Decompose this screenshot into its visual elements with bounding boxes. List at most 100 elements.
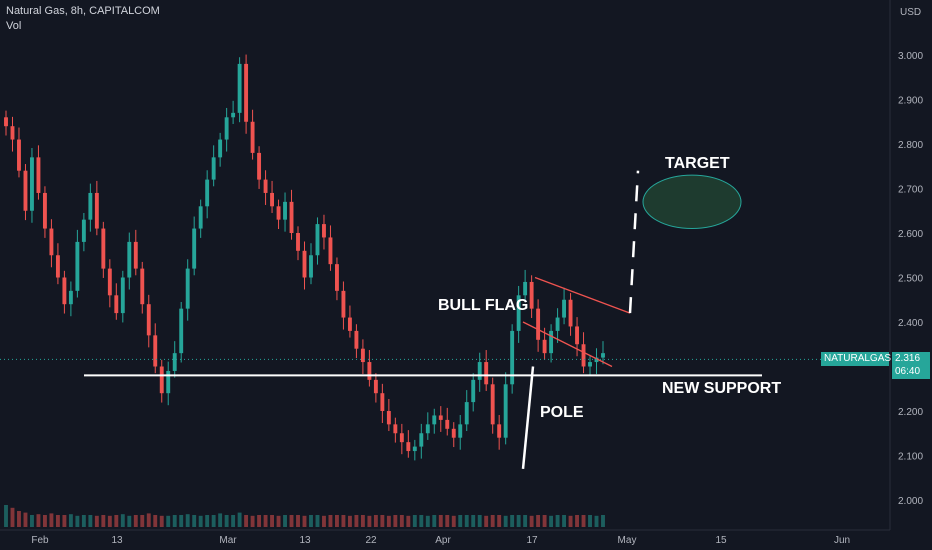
candle-body	[283, 201, 287, 220]
candle-body	[562, 299, 567, 318]
candle-body	[555, 317, 560, 331]
volume-bar	[477, 515, 482, 527]
volume-bar	[172, 515, 177, 527]
candle-body	[354, 330, 359, 349]
candle-body	[107, 268, 112, 296]
candle-body	[360, 348, 365, 363]
time-tick-label: Feb	[31, 535, 49, 546]
candle-body	[75, 241, 80, 291]
time-tick-label: Mar	[219, 535, 237, 546]
volume-bar	[283, 515, 287, 527]
volume-bar	[471, 515, 476, 527]
candle-body	[581, 344, 586, 367]
candle-body	[159, 366, 164, 394]
candle-body	[406, 442, 411, 452]
volume-bar	[23, 512, 28, 527]
pole-line	[521, 366, 535, 469]
candle-body	[237, 63, 242, 113]
time-tick-label: May	[618, 535, 637, 546]
candle-body	[380, 393, 385, 411]
volume-bar	[62, 515, 67, 527]
volume-bar	[594, 515, 599, 527]
candle-body	[296, 233, 300, 251]
candle-body	[23, 170, 28, 211]
volume-bar	[244, 515, 249, 527]
volume-bar	[68, 514, 73, 527]
annotation-bull-flag: BULL FLAG	[438, 297, 528, 314]
candle-body	[412, 446, 417, 452]
candle-body	[172, 353, 177, 371]
candle-body	[166, 370, 171, 394]
price-tick-label: 2.700	[898, 185, 923, 196]
candle-body	[503, 384, 508, 438]
candle-body	[386, 411, 391, 425]
volume-bar	[218, 513, 223, 527]
candle-body	[471, 379, 476, 403]
candle-body	[334, 264, 339, 291]
volume-bar	[503, 515, 508, 527]
candle-body	[231, 112, 236, 118]
volume-bar	[315, 515, 320, 527]
volume-bar	[568, 515, 573, 527]
annotation-pole: POLE	[540, 404, 584, 421]
volume-bar	[153, 515, 158, 527]
volume-bar	[529, 515, 534, 527]
volume-bar	[159, 515, 164, 527]
volume-bar	[425, 515, 430, 527]
candle-body	[211, 157, 216, 180]
price-tick-label: 2.200	[898, 407, 923, 418]
candle-body	[315, 224, 320, 256]
volume-bar	[114, 515, 119, 527]
volume-bar	[270, 515, 275, 527]
volume-bar	[146, 513, 151, 527]
volume-bar	[101, 515, 106, 527]
volume-bar	[484, 515, 489, 527]
volume-bar	[354, 515, 359, 527]
volume-bar	[88, 515, 93, 527]
candle-body	[341, 290, 346, 318]
candle-body	[510, 330, 515, 385]
volume-bar	[17, 511, 21, 527]
bar-countdown-label: 06:40	[892, 365, 930, 380]
candle-body	[328, 237, 333, 265]
volume-bar	[205, 515, 210, 527]
volume-bar	[231, 515, 236, 527]
volume-bar	[510, 515, 515, 527]
candle-body	[523, 281, 528, 296]
flag-lower-line	[522, 321, 613, 368]
price-tick-label: 2.900	[898, 96, 923, 107]
annotation-target: TARGET	[665, 155, 730, 172]
volume-bar	[224, 515, 229, 527]
candle-body	[153, 335, 158, 367]
price-tick-label: 2.600	[898, 229, 923, 240]
candle-body	[373, 379, 378, 394]
price-tick-label: 3.000	[898, 51, 923, 62]
candle-body	[198, 206, 203, 229]
volume-bar	[4, 505, 8, 527]
volume-bar	[185, 514, 190, 527]
candle-body	[94, 192, 99, 229]
volume-bar	[81, 515, 86, 527]
volume-bar	[432, 515, 437, 527]
candle-body	[101, 228, 106, 269]
candle-body	[438, 415, 443, 420]
price-tick-label: 2.400	[898, 318, 923, 329]
volume-bar	[562, 515, 567, 527]
candle-body	[542, 339, 547, 354]
volume-bar	[49, 513, 54, 527]
volume-bar	[419, 515, 424, 527]
candle-body	[484, 362, 489, 385]
candle-body	[146, 304, 151, 336]
volume-bar	[542, 515, 547, 527]
candle-body	[464, 402, 469, 425]
candle-body	[250, 121, 255, 153]
candle-body	[289, 201, 294, 233]
volume-bar	[451, 515, 456, 527]
candle-body	[549, 330, 554, 354]
axis-currency-label: USD	[900, 7, 921, 18]
volume-bar	[588, 515, 592, 527]
volume-bar	[373, 515, 378, 527]
candle-body	[302, 250, 307, 278]
